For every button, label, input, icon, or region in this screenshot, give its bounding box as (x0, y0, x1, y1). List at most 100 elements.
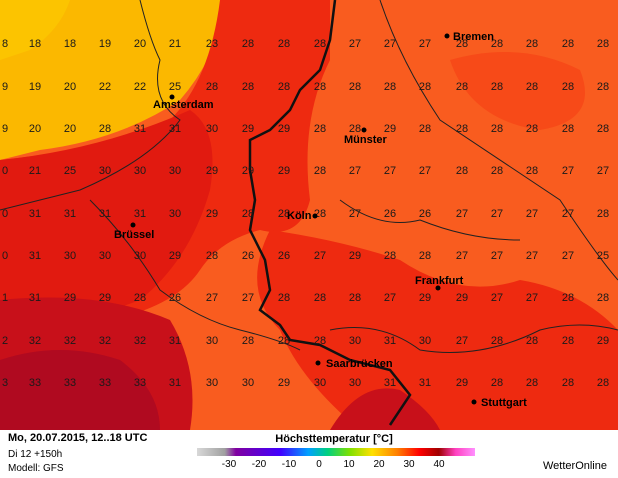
city-label: Köln (287, 210, 312, 222)
grid-value: 29 (278, 377, 290, 389)
grid-value: 30 (99, 165, 111, 177)
grid-value: 28 (526, 81, 538, 93)
grid-value: 31 (99, 208, 111, 220)
grid-value: 22 (134, 81, 146, 93)
grid-value: 3 (2, 377, 8, 389)
grid-value: 32 (134, 335, 146, 347)
grid-value: 28 (526, 38, 538, 50)
grid-value: 29 (242, 123, 254, 135)
grid-value: 2 (2, 335, 8, 347)
grid-value: 27 (206, 292, 218, 304)
grid-value: 32 (99, 335, 111, 347)
borders (0, 0, 618, 353)
legend-tick: 10 (343, 459, 355, 470)
grid-value: 28 (419, 250, 431, 262)
grid-value: 29 (456, 377, 468, 389)
grid-value: 18 (29, 38, 41, 50)
grid-value: 32 (29, 335, 41, 347)
grid-value: 29 (278, 123, 290, 135)
grid-value: 26 (169, 292, 181, 304)
grid-value: 31 (419, 377, 431, 389)
grid-value: 31 (169, 123, 181, 135)
grid-value: 28 (206, 250, 218, 262)
border (248, 0, 412, 426)
grid-value: 28 (597, 208, 609, 220)
grid-value: 30 (64, 250, 76, 262)
grid-value: 25 (597, 250, 609, 262)
grid-value: 27 (526, 208, 538, 220)
grid-value: 28 (314, 81, 326, 93)
grid-value: 28 (349, 292, 361, 304)
grid-value: 20 (64, 81, 76, 93)
grid-value: 28 (526, 335, 538, 347)
grid-value: 28 (384, 81, 396, 93)
grid-value: 30 (206, 377, 218, 389)
grid-value: 20 (134, 38, 146, 50)
city-label: Stuttgart (481, 397, 527, 409)
grid-value: 27 (562, 208, 574, 220)
grid-value: 28 (278, 292, 290, 304)
grid-value: 30 (419, 335, 431, 347)
grid-value: 28 (597, 377, 609, 389)
grid-value: 9 (2, 123, 8, 135)
grid-value: 25 (64, 165, 76, 177)
grid-value: 28 (278, 81, 290, 93)
grid-value: 29 (64, 292, 76, 304)
grid-value: 29 (242, 165, 254, 177)
legend-tick: -30 (222, 459, 237, 470)
city-label: Saarbrücken (326, 358, 393, 370)
grid-value: 28 (562, 377, 574, 389)
legend-title: Höchsttemperatur [°C] (275, 433, 393, 445)
grid-value: 26 (419, 208, 431, 220)
grid-value: 30 (314, 377, 326, 389)
grid-value: 30 (242, 377, 254, 389)
grid-value: 31 (169, 335, 181, 347)
grid-value: 28 (349, 123, 361, 135)
grid-value: 21 (169, 38, 181, 50)
grid-value: 19 (29, 81, 41, 93)
grid-value: 27 (349, 208, 361, 220)
grid-value: 27 (349, 38, 361, 50)
grid-value: 28 (314, 38, 326, 50)
grid-value: 0 (2, 165, 8, 177)
grid-value: 26 (242, 250, 254, 262)
grid-value: 28 (597, 81, 609, 93)
grid-value: 29 (456, 292, 468, 304)
grid-value: 28 (526, 123, 538, 135)
grid-value: 20 (29, 123, 41, 135)
grid-value: 31 (134, 208, 146, 220)
grid-value: 28 (134, 292, 146, 304)
grid-value: 0 (2, 208, 8, 220)
grid-value: 27 (384, 38, 396, 50)
grid-value: 28 (562, 81, 574, 93)
legend-tick: 20 (373, 459, 385, 470)
grid-value: 31 (169, 377, 181, 389)
legend-tick: -20 (252, 459, 267, 470)
grid-value: 8 (2, 38, 8, 50)
grid-value: 27 (526, 250, 538, 262)
grid-value: 27 (242, 292, 254, 304)
field (0, 0, 618, 430)
grid-value: 19 (99, 38, 111, 50)
grid-value: 30 (349, 335, 361, 347)
city-dot (169, 94, 175, 100)
grid-value: 29 (99, 292, 111, 304)
grid-value: 28 (491, 38, 503, 50)
grid-value: 28 (206, 81, 218, 93)
city-dot (361, 127, 367, 133)
grid-value: 28 (491, 123, 503, 135)
grid-value: 30 (99, 250, 111, 262)
grid-value: 27 (349, 165, 361, 177)
grid-value: 28 (491, 81, 503, 93)
brand: WetterOnline (543, 460, 607, 472)
grid-value: 29 (419, 292, 431, 304)
grid-value: 27 (526, 292, 538, 304)
grid-value: 33 (134, 377, 146, 389)
grid-value: 26 (278, 250, 290, 262)
grid-value: 28 (562, 38, 574, 50)
grid-value: 18 (64, 38, 76, 50)
grid-value: 28 (419, 81, 431, 93)
grid-value: 29 (169, 250, 181, 262)
legend-tick: 0 (316, 459, 322, 470)
city-label: Amsterdam (153, 99, 214, 111)
